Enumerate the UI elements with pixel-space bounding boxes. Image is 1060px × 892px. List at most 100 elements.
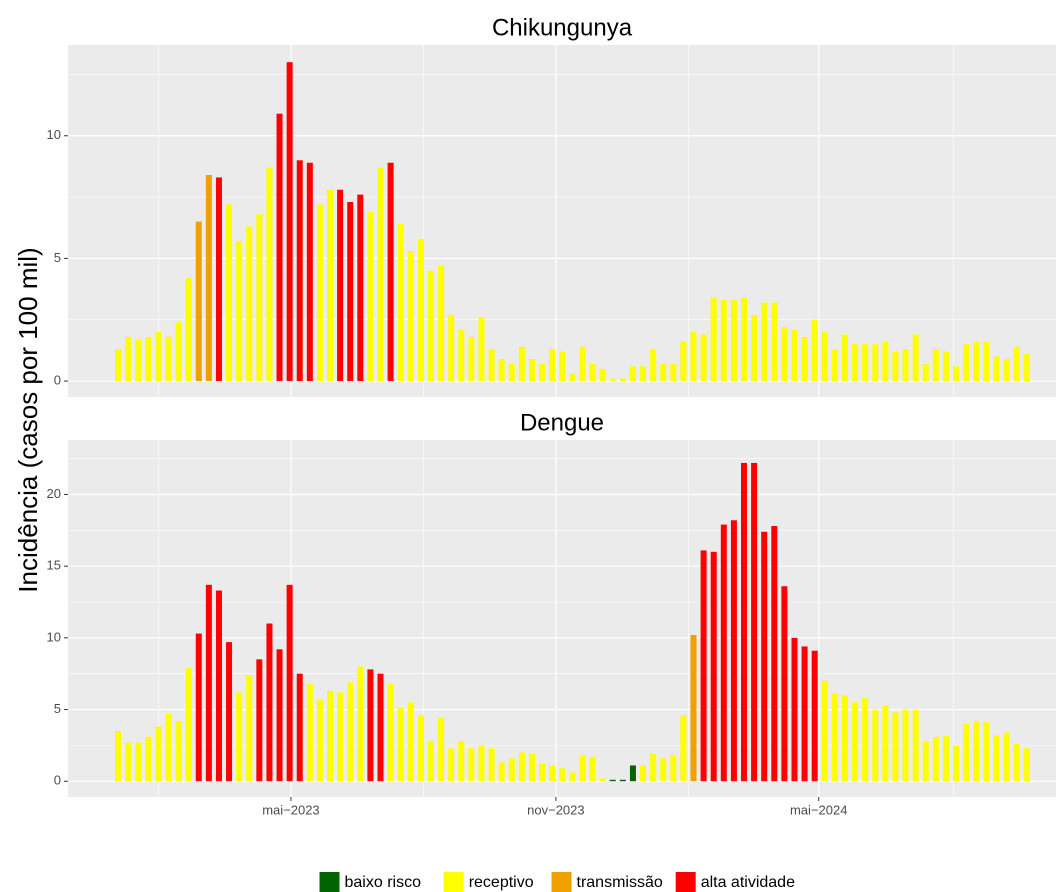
bar: [922, 363, 929, 382]
bar: [185, 667, 192, 782]
bar: [135, 339, 142, 382]
bar: [559, 768, 566, 782]
bar: [690, 634, 697, 782]
bar: [427, 741, 434, 782]
y-tick-label: 20: [47, 486, 61, 501]
bar: [629, 366, 636, 382]
bar: [286, 584, 293, 782]
bar: [215, 177, 222, 382]
bar: [821, 331, 828, 382]
bar: [892, 351, 899, 382]
bar: [811, 319, 818, 382]
bar: [448, 748, 455, 782]
bar: [236, 692, 243, 782]
bar: [276, 113, 283, 382]
bar: [205, 584, 212, 782]
bar: [276, 649, 283, 782]
bar: [892, 712, 899, 782]
bar: [387, 162, 394, 382]
bar: [791, 329, 798, 382]
bar: [589, 756, 596, 782]
bar: [155, 726, 162, 782]
bar: [922, 741, 929, 782]
bar: [417, 715, 424, 782]
bar: [256, 214, 263, 382]
bar: [165, 336, 172, 382]
panel-title: Dengue: [520, 409, 604, 436]
x-tick-label: mai−2023: [262, 802, 319, 817]
bar: [518, 346, 525, 382]
bar: [468, 336, 475, 382]
bar: [579, 346, 586, 382]
bar: [811, 650, 818, 782]
bar: [973, 341, 980, 382]
bar: [619, 378, 626, 382]
bar: [256, 659, 263, 782]
bar: [882, 705, 889, 782]
bar: [549, 349, 556, 382]
bar: [427, 270, 434, 382]
bar: [377, 167, 384, 382]
legend-swatch: [319, 872, 340, 892]
bar: [337, 189, 344, 382]
bar: [862, 344, 869, 382]
bar: [327, 189, 334, 382]
legend-swatch: [551, 872, 572, 892]
bar: [821, 680, 828, 782]
bar: [1023, 354, 1030, 382]
bar: [680, 715, 687, 782]
bar: [448, 314, 455, 382]
bar: [266, 167, 273, 382]
bar: [1013, 743, 1020, 782]
bar: [741, 297, 747, 382]
bar: [478, 317, 485, 382]
bar: [327, 690, 334, 782]
bar: [1013, 346, 1020, 382]
bar: [932, 349, 939, 382]
bar: [488, 748, 495, 782]
bar: [771, 302, 778, 382]
bar: [498, 358, 505, 382]
bar: [801, 646, 808, 782]
bar: [528, 358, 535, 382]
bar: [751, 462, 758, 782]
bar: [438, 718, 445, 782]
bar: [165, 713, 172, 782]
bar: [488, 349, 495, 382]
bar: [377, 673, 384, 782]
bar: [316, 204, 323, 382]
bar: [852, 702, 859, 782]
bar: [640, 765, 647, 782]
bar: [862, 698, 869, 782]
bar: [539, 764, 546, 782]
bar: [236, 241, 243, 382]
bar: [781, 327, 788, 382]
y-tick-label: 10: [47, 629, 61, 644]
bar: [549, 765, 556, 782]
bar: [367, 669, 374, 782]
bar: [660, 758, 667, 782]
bar: [831, 349, 838, 382]
bar: [983, 722, 990, 782]
bar: [226, 204, 233, 382]
bar: [730, 300, 737, 382]
bar: [145, 336, 152, 382]
bar: [700, 334, 707, 382]
bar: [246, 675, 253, 782]
x-tick-label: mai−2024: [790, 802, 847, 817]
bar: [942, 351, 949, 382]
bar: [155, 331, 162, 382]
bar: [357, 666, 364, 782]
bar: [306, 162, 313, 382]
y-axis-title: Incidência (casos por 100 mil): [13, 247, 43, 592]
bar: [458, 741, 465, 782]
bar: [781, 586, 788, 782]
bar: [690, 331, 697, 382]
bar: [741, 462, 747, 782]
bar: [912, 709, 919, 782]
bar: [579, 755, 586, 782]
legend-label: transmissão: [577, 874, 663, 891]
y-tick-label: 5: [54, 250, 61, 265]
bar: [458, 329, 465, 382]
bar: [660, 363, 667, 382]
